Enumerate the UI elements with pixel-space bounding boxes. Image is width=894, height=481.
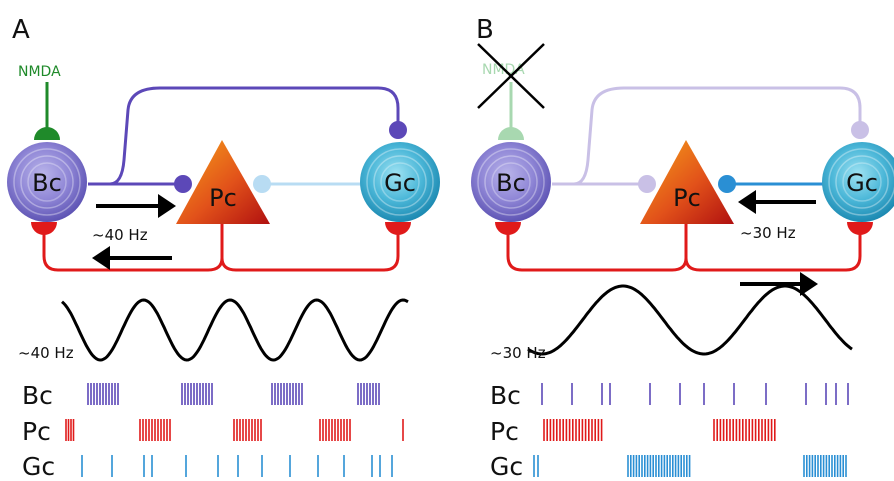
- panel-a: A NMDA Bc Pc: [7, 15, 440, 481]
- oscillation-wave: [527, 284, 853, 356]
- bc-gc-synapse: [389, 121, 407, 139]
- spike-raster: [65, 383, 404, 477]
- spike-raster: [533, 383, 849, 477]
- bc-pc-synapse: [638, 175, 656, 193]
- gc-pc-synapse: [253, 175, 271, 193]
- pc-cell: Pc: [176, 140, 270, 224]
- nmda-synapse: [498, 127, 524, 140]
- raster-label-bc: Bc: [22, 381, 53, 410]
- pc-cell: Pc: [640, 140, 734, 224]
- wave-frequency-label: ~30 Hz: [490, 344, 546, 362]
- gc-pc-synapse: [718, 175, 736, 193]
- pc-cell-label: Pc: [209, 184, 237, 212]
- bc-cell: Bc: [7, 142, 87, 222]
- oscillation-wave: [61, 298, 409, 362]
- arrow-left-icon: [92, 246, 172, 270]
- bc-to-gc-path: [552, 86, 862, 186]
- gc-cell: Gc: [360, 142, 440, 222]
- raster-label-pc: Pc: [22, 417, 51, 446]
- arrow-right-icon: [96, 194, 176, 218]
- bc-to-gc-path: [88, 86, 400, 186]
- arrow-left-icon: [738, 190, 816, 214]
- raster-label-gc: Gc: [490, 452, 523, 481]
- pc-bc-synapse: [31, 222, 57, 235]
- loop-frequency-label: ~40 Hz: [92, 226, 148, 244]
- panel-letter: A: [12, 15, 30, 45]
- panel-b: B NMDA Bc Pc: [471, 15, 894, 481]
- wave-frequency-label: ~40 Hz: [18, 344, 74, 362]
- gc-cell-label: Gc: [846, 169, 878, 197]
- nmda-label: NMDA: [18, 64, 61, 80]
- pc-gc-synapse: [385, 222, 411, 235]
- pc-to-gc-path: [684, 224, 862, 272]
- loop-frequency-label: ~30 Hz: [740, 224, 796, 242]
- arrow-right-icon: [740, 272, 818, 296]
- gc-cell-label: Gc: [384, 169, 416, 197]
- pc-bc-synapse: [495, 222, 521, 235]
- nmda-synapse: [34, 127, 60, 140]
- pc-to-gc-path: [220, 224, 400, 272]
- raster-label-pc: Pc: [490, 417, 519, 446]
- pc-cell-label: Pc: [673, 184, 701, 212]
- pc-to-bc-path: [506, 224, 688, 272]
- bc-gc-synapse: [851, 121, 869, 139]
- raster-label-bc: Bc: [490, 381, 521, 410]
- bc-cell-label: Bc: [496, 169, 526, 197]
- bc-cell-label: Bc: [32, 169, 62, 197]
- bc-pc-synapse: [174, 175, 192, 193]
- pc-gc-synapse: [847, 222, 873, 235]
- raster-label-gc: Gc: [22, 452, 55, 481]
- panel-letter: B: [476, 15, 494, 45]
- bc-cell: Bc: [471, 142, 551, 222]
- block-cross-icon: [477, 43, 545, 109]
- gc-cell: Gc: [822, 142, 894, 222]
